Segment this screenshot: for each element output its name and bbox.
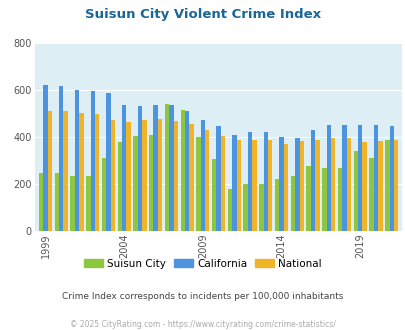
Bar [196,137,200,231]
Bar [310,130,314,231]
Text: Crime Index corresponds to incidents per 100,000 inhabitants: Crime Index corresponds to incidents per… [62,292,343,301]
Bar [153,105,158,231]
Bar [90,91,95,231]
Bar [48,111,52,231]
Bar [393,141,397,231]
Bar [346,138,350,231]
Bar [142,120,146,231]
Bar [263,132,267,231]
Bar [126,122,130,231]
Bar [111,120,115,231]
Bar [314,140,319,231]
Bar [294,138,299,231]
Bar [102,158,106,231]
Bar [384,141,388,231]
Bar [236,140,241,231]
Bar [227,189,232,231]
Legend: Suisun City, California, National: Suisun City, California, National [80,254,325,273]
Bar [341,125,346,231]
Bar [232,135,236,231]
Bar [299,141,303,231]
Bar [377,141,382,231]
Bar [252,140,256,231]
Bar [388,126,393,231]
Bar [267,140,272,231]
Bar [362,142,366,231]
Bar [169,105,173,231]
Bar [63,111,68,231]
Bar [290,176,294,231]
Bar [39,173,43,231]
Bar [173,121,177,231]
Bar [75,90,79,231]
Bar [117,142,121,231]
Bar [211,159,216,231]
Bar [321,168,326,231]
Bar [205,130,209,231]
Text: Suisun City Violent Crime Index: Suisun City Violent Crime Index [85,8,320,21]
Text: © 2025 CityRating.com - https://www.cityrating.com/crime-statistics/: © 2025 CityRating.com - https://www.city… [70,320,335,329]
Bar [306,166,310,231]
Bar [55,173,59,231]
Bar [326,125,330,231]
Bar [279,137,283,231]
Bar [95,114,99,231]
Bar [353,151,357,231]
Bar [258,184,263,231]
Bar [79,114,83,231]
Bar [274,179,279,231]
Bar [216,126,220,231]
Bar [133,136,137,231]
Bar [70,177,75,231]
Bar [357,125,362,231]
Bar [149,135,153,231]
Bar [243,184,247,231]
Bar [59,86,63,231]
Bar [247,132,252,231]
Bar [283,144,288,231]
Bar [43,85,48,231]
Bar [189,124,193,231]
Bar [137,106,142,231]
Bar [220,136,225,231]
Bar [200,120,205,231]
Bar [337,168,341,231]
Bar [158,118,162,231]
Bar [106,93,111,231]
Bar [373,125,377,231]
Bar [330,138,335,231]
Bar [122,105,126,231]
Bar [180,110,185,231]
Bar [86,177,90,231]
Bar [164,104,169,231]
Bar [185,111,189,231]
Bar [369,158,373,231]
